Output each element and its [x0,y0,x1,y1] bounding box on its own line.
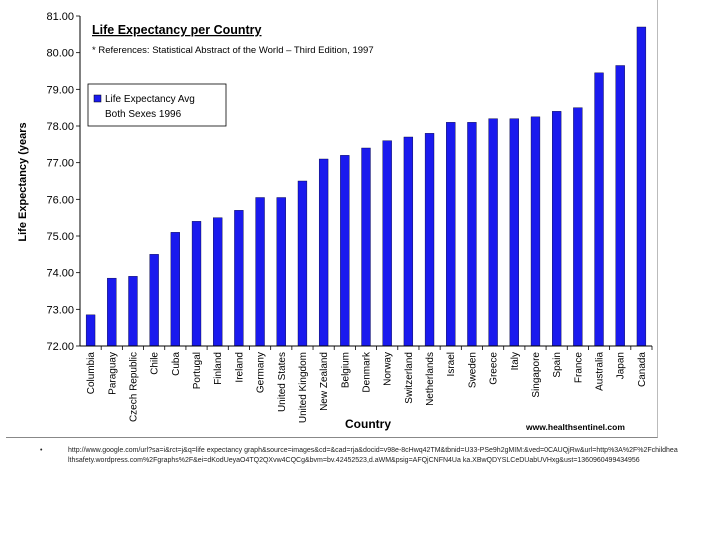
chart-title: Life Expectancy per Country [92,23,262,37]
bar-france [573,107,583,347]
bar-czech-republic [128,276,138,347]
x-tick-label: Canada [637,352,648,387]
x-tick-label: Japan [616,352,627,379]
bar-norway [382,140,392,347]
legend-label-line2: Both Sexes 1996 [105,109,182,120]
bar-germany [255,197,265,347]
legend-box [87,83,227,127]
x-tick-label: Italy [510,352,521,370]
x-tick-label: Greece [489,352,500,385]
x-tick-label: Norway [383,352,394,386]
y-tick-label: 78.00 [46,121,74,133]
y-tick-label: 76.00 [46,194,74,206]
bar-paraguay [107,277,117,347]
bar-australia [594,72,604,347]
x-tick-label: United Kingdom [298,352,309,423]
x-tick-label: Netherlands [425,352,436,406]
y-axis-title: Life Expectancy (years [17,122,29,241]
bar-israel [446,122,456,347]
bar-switzerland [403,136,414,347]
x-tick-label: New Zealand [319,352,330,411]
x-tick-label: Spain [552,352,563,378]
footnote-bullet: • [40,447,43,454]
x-tick-label: Chile [150,352,161,375]
x-tick-label: Columbia [86,352,97,395]
bar-denmark [361,147,371,347]
bar-netherlands [424,133,435,347]
bar-greece [488,118,498,347]
x-tick-label: Finland [213,352,224,385]
x-tick-label: Paraguay [107,352,118,395]
x-tick-label: Singapore [531,352,542,398]
legend: Life Expectancy Avg Both Sexes 1996 [87,83,227,127]
x-tick-label: Belgium [340,352,351,388]
bar-belgium [340,155,350,347]
x-tick-label: Australia [595,352,606,391]
x-tick-label: France [573,352,584,384]
y-tick-label: 80.00 [46,48,74,60]
bar-singapore [530,116,541,347]
bar-italy [509,118,519,347]
bar-united-kingdom [297,180,308,347]
x-tick-label: Ireland [234,352,245,383]
bar-ireland [234,210,244,347]
life-expectancy-chart: 72.00 73.00 74.00 75.00 76.00 77.00 78.00 79.00… [17,11,653,432]
footnote-url-text: http://www.google.com/url?sa=i&rct=j&q=l… [68,447,678,464]
watermark-text: www.healthsentinel.com [525,422,625,432]
x-tick-label: Portugal [192,352,203,389]
x-tick-label: Denmark [362,351,373,393]
bar-spain [552,111,562,347]
bar-canada [636,26,647,347]
x-tick-label: Israel [446,352,457,376]
bar-cuba [170,232,180,347]
y-tick-label: 81.00 [46,11,74,23]
bar-japan [615,65,625,347]
bar-united-states [276,197,286,347]
x-axis-title: Country [345,417,391,431]
x-tick-label: Czech Republic [128,352,139,422]
legend-label-line1: Life Expectancy Avg [105,94,195,105]
y-tick-label: 79.00 [46,84,74,96]
y-tick-label: 77.00 [46,158,74,170]
legend-swatch [93,94,102,103]
bar-columbia [85,314,96,347]
chart-frame: 72.00 73.00 74.00 75.00 76.00 77.00 78.00 79.00… [6,0,658,438]
chart-subtitle: * References: Statistical Abstract of th… [92,45,374,56]
bar-finland [213,217,223,347]
x-tick-label: Cuba [171,352,182,376]
y-tick-label: 74.00 [46,268,74,280]
bar-portugal [191,221,202,347]
bar-sweden [467,122,477,347]
y-tick-label: 73.00 [46,304,74,316]
bar-new-zealand [318,158,329,347]
x-tick-label: Switzerland [404,352,415,404]
x-tick-label: United States [277,352,288,412]
bar-chile [149,254,159,347]
x-tick-label: Germany [256,352,267,393]
y-tick-label: 75.00 [46,231,74,243]
x-tick-label: Sweden [467,352,478,388]
y-tick-label: 72.00 [46,341,74,353]
